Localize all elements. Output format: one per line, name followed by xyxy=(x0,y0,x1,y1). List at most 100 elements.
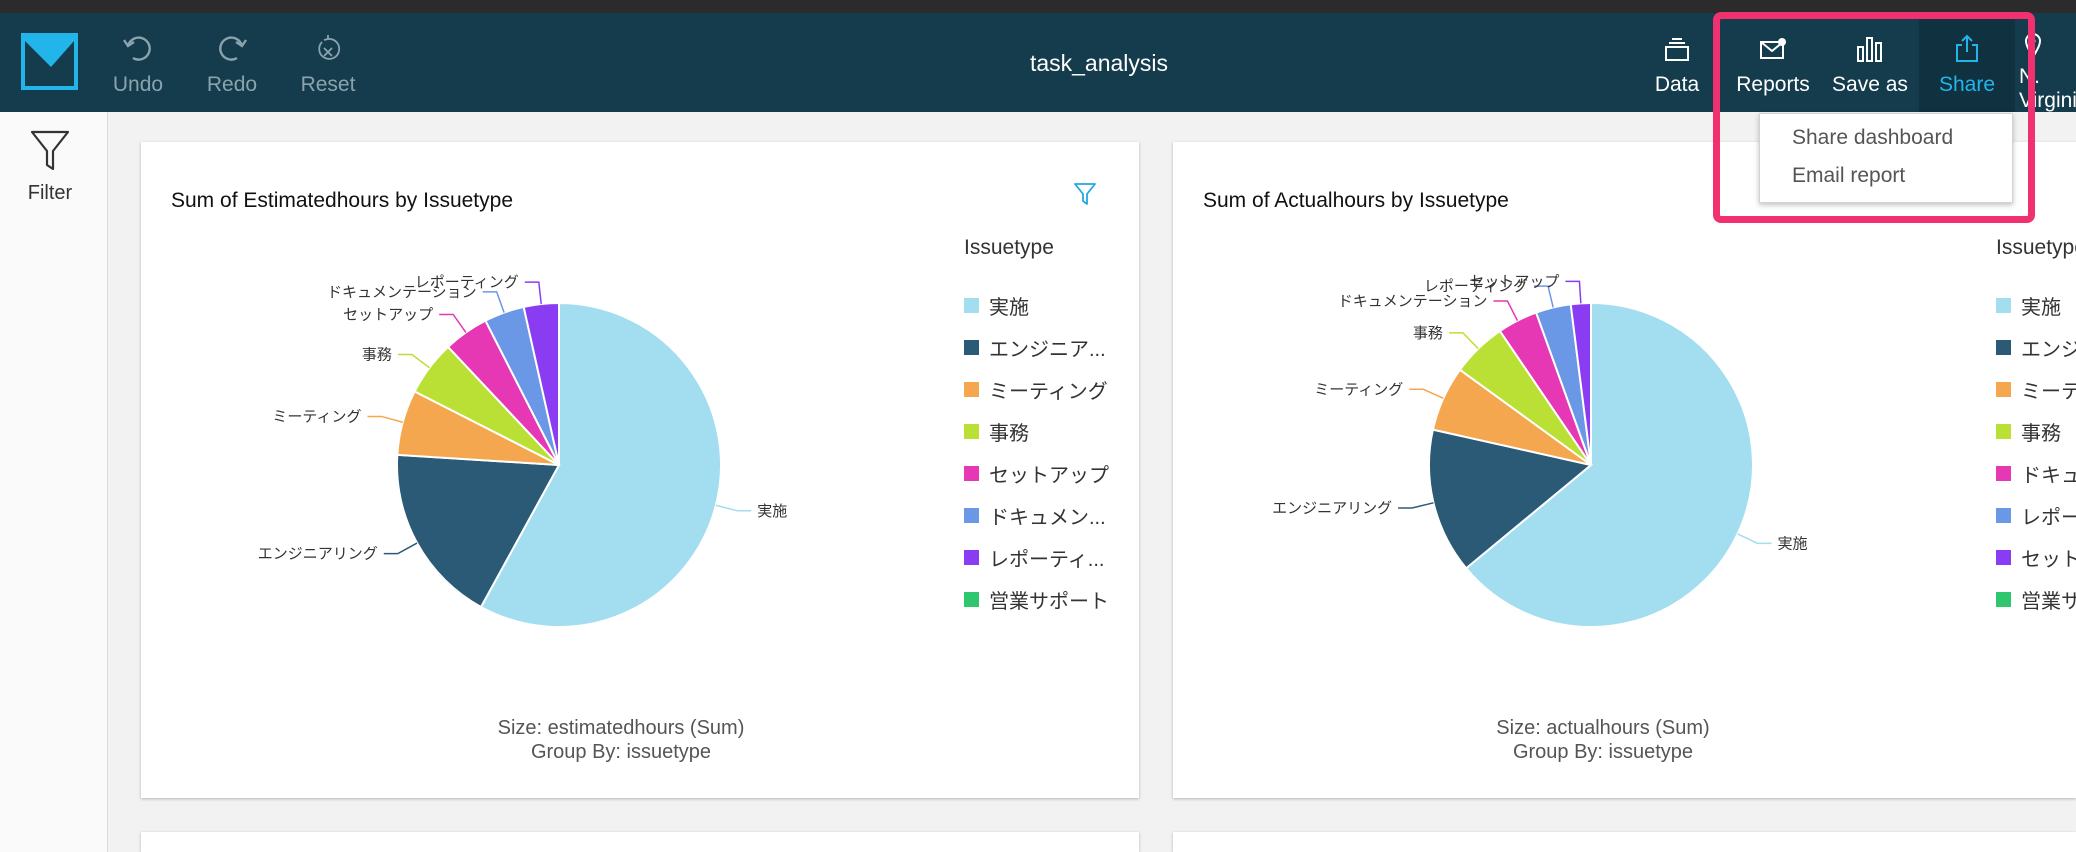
reports-label: Reports xyxy=(1736,73,1810,96)
visual-caption: Size: estimatedhours (Sum) Group By: iss… xyxy=(421,716,821,764)
caption-group-by: Group By: issuetype xyxy=(1512,741,1694,763)
slice-leader-line xyxy=(1448,332,1479,350)
legend-swatch xyxy=(964,340,979,355)
legend-label: セット... xyxy=(2021,549,2076,571)
slice-leader-line xyxy=(1737,533,1772,545)
slice-leader-line xyxy=(383,542,418,555)
legend-item[interactable]: 実施 xyxy=(964,291,1029,320)
slice-label: レポーティング xyxy=(415,273,519,291)
slice-label: 実施 xyxy=(1777,534,1807,552)
redo-label: Redo xyxy=(206,73,258,96)
caption-group-by: Group By: issuetype xyxy=(530,741,712,763)
left-sidebar: Filter xyxy=(0,112,108,852)
data-label: Data xyxy=(1654,73,1700,96)
data-icon xyxy=(1665,38,1689,61)
legend-label: ミーテ... xyxy=(2021,381,2076,403)
legend-item[interactable]: 事務 xyxy=(964,417,1029,446)
visual-filter-icon[interactable] xyxy=(1074,182,1096,206)
slice-label: ドキュメンテーション xyxy=(327,283,477,301)
share-label: Share xyxy=(1938,73,1996,96)
save-as-button[interactable]: Save as xyxy=(1832,13,1908,112)
legend-label: ドキュメン... xyxy=(989,507,1106,529)
legend-item[interactable]: セットアップ xyxy=(964,459,1109,488)
share-button[interactable]: Share xyxy=(1919,13,2015,112)
email-report-item[interactable]: Email report xyxy=(1792,164,1906,187)
visual-title: Sum of Estimatedhours by Issuetype xyxy=(171,189,513,212)
undo-button[interactable]: Undo xyxy=(112,13,164,112)
caption-size: Size: estimatedhours (Sum) xyxy=(497,717,745,739)
legend-swatch xyxy=(1996,592,2011,607)
analysis-title[interactable]: task_analysis xyxy=(1029,50,1169,76)
legend-item[interactable]: 事務 xyxy=(1996,417,2061,446)
slice-leader-line xyxy=(524,281,542,305)
legend-item[interactable]: ミーテ... xyxy=(1996,375,2076,404)
top-toolbar: Undo Redo Reset task_analysis Data Repor… xyxy=(0,13,2076,112)
legend-label: レポーティ... xyxy=(989,549,1105,571)
legend-label: 事務 xyxy=(2021,423,2061,445)
slice-label: 実施 xyxy=(757,502,787,520)
legend-item[interactable]: 実施 xyxy=(1996,291,2061,320)
visual-title: Sum of Actualhours by Issuetype xyxy=(1203,189,1509,212)
legend-label: 事務 xyxy=(989,423,1029,445)
legend-label: ドキュ... xyxy=(2021,465,2076,487)
legend-item[interactable]: 営業サポート xyxy=(964,585,1109,614)
pie-slice[interactable] xyxy=(396,453,561,609)
share-dashboard-item[interactable]: Share dashboard xyxy=(1792,126,1954,149)
legend-label: エンジ... xyxy=(2021,339,2076,361)
slice-leader-line xyxy=(367,415,403,423)
slice-label: セットアップ xyxy=(1469,272,1559,290)
slice-leader-line xyxy=(1565,280,1582,304)
slice-label: エンジニアリング xyxy=(1272,499,1392,517)
slice-label: 事務 xyxy=(1413,324,1443,342)
legend-swatch xyxy=(1996,424,2011,439)
visual-card-actualhours[interactable]: Sum of Actualhours by Issuetype 実施エンジニアリ… xyxy=(1173,142,2076,798)
visual-caption: Size: actualhours (Sum) Group By: issuet… xyxy=(1403,716,1803,764)
redo-button[interactable]: Redo xyxy=(204,13,260,112)
legend-swatch xyxy=(1996,298,2011,313)
legend-label: 営業サポート xyxy=(989,591,1109,613)
legend-label: 実施 xyxy=(2021,297,2061,319)
legend-item[interactable]: エンジ... xyxy=(1996,333,2076,362)
annotation-highlight-box xyxy=(1713,12,2035,223)
pie-chart-actualhours: 実施 エンジニアリング ミーティング 事務 ドキュメンテーションレポーティングセットアッ… xyxy=(1272,272,1808,628)
slice-leader-line xyxy=(482,291,505,313)
visual-card-partial[interactable] xyxy=(141,832,1139,852)
legend-item[interactable]: レポーティ... xyxy=(964,543,1104,572)
share-icon xyxy=(1956,34,1978,62)
slice-label: ミーティング xyxy=(272,407,361,425)
legend-item[interactable]: ドキュメン... xyxy=(964,501,1106,530)
legend-label: 実施 xyxy=(989,297,1029,319)
legend-swatch xyxy=(964,424,979,439)
quicksight-logo[interactable] xyxy=(21,33,78,90)
slice-leader-line xyxy=(1534,285,1554,308)
data-button[interactable]: Data xyxy=(1652,13,1702,112)
legend-item[interactable]: ミーティング xyxy=(964,375,1108,404)
slice-label: エンジニアリング xyxy=(258,545,378,563)
legend-item[interactable]: ドキュ... xyxy=(1996,459,2076,488)
legend-item[interactable]: セット... xyxy=(1996,543,2076,572)
reports-button[interactable]: Reports xyxy=(1735,13,1811,112)
slice-leader-line xyxy=(1409,388,1444,400)
legend-item[interactable]: エンジニア... xyxy=(964,333,1106,362)
slice-leader-line xyxy=(397,353,430,369)
legend-item[interactable]: レポー... xyxy=(1996,501,2076,530)
legend-label: セットアップ xyxy=(989,465,1109,487)
email-report-icon xyxy=(1760,38,1786,59)
slice-leader-line xyxy=(1493,300,1519,321)
pie-slice[interactable] xyxy=(1464,301,1754,628)
visual-card-partial[interactable] xyxy=(1173,832,2076,852)
legend-label: レポー... xyxy=(2021,507,2076,529)
redo-icon xyxy=(219,36,247,61)
pie-slice[interactable] xyxy=(479,301,722,628)
legend-item[interactable]: 営業サ... xyxy=(1996,585,2076,614)
legend-label: エンジニア... xyxy=(989,339,1106,361)
slice-label: レポーティング xyxy=(1424,277,1528,295)
bar-chart-icon xyxy=(1857,37,1882,62)
filter-label: Filter xyxy=(27,182,73,204)
visual-card-estimatedhours[interactable]: Sum of Estimatedhours by Issuetype 実施エンジ… xyxy=(141,142,1139,798)
reset-button[interactable]: Reset xyxy=(300,13,356,112)
legend-title: Issuetype xyxy=(964,236,1054,259)
legend-swatch xyxy=(1996,508,2011,523)
share-dropdown-menu: Share dashboard Email report xyxy=(1759,113,2013,203)
